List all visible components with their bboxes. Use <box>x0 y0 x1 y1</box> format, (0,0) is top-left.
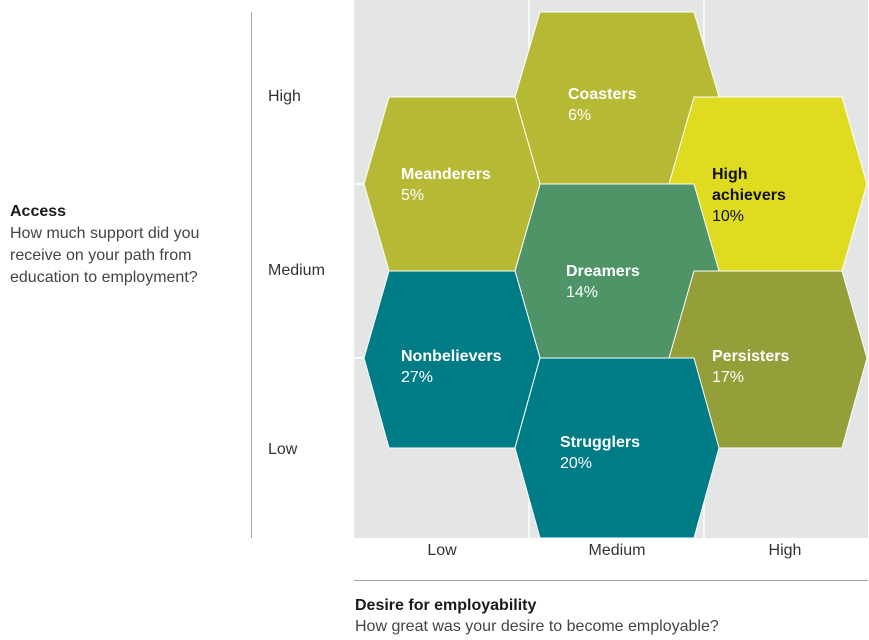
y-tick-medium: Medium <box>268 262 325 279</box>
x-axis-subtitle: How great was your desire to become empl… <box>355 618 719 635</box>
segment-name: Meanderers <box>401 166 491 183</box>
y-axis-rule <box>251 12 252 538</box>
x-tick-low: Low <box>427 542 457 559</box>
segment-name: Dreamers <box>566 263 640 280</box>
segment-label-meanderers: Meanderers 5% <box>401 164 541 206</box>
segment-name: Coasters <box>568 86 637 103</box>
segment-name: Persisters <box>712 348 790 365</box>
segment-percent: 5% <box>401 187 425 204</box>
segment-percent: 10% <box>712 208 745 225</box>
x-axis-title: Desire for employability <box>355 597 537 614</box>
segment-label-persisters: Persisters 17% <box>712 346 852 388</box>
y-tick-low: Low <box>268 441 298 458</box>
segment-label-coasters: Coasters 6% <box>568 84 708 126</box>
y-axis-subtitle: How much support did you receive on your… <box>10 225 200 286</box>
x-axis-title-block: Desire for employability How great was y… <box>355 595 867 637</box>
x-tick-high: High <box>768 542 802 559</box>
segment-label-strugglers: Strugglers 20% <box>560 432 700 474</box>
segment-percent: 17% <box>712 369 745 386</box>
segment-name: High achievers <box>712 166 786 204</box>
segment-label-high-achievers: High achievers 10% <box>712 164 812 227</box>
x-tick-medium: Medium <box>588 542 646 559</box>
hex-strugglers <box>514 357 720 539</box>
segment-percent: 27% <box>401 369 434 386</box>
x-axis-rule <box>354 580 868 581</box>
segment-name: Nonbelievers <box>401 348 502 365</box>
segment-percent: 6% <box>568 107 592 124</box>
segment-percent: 14% <box>566 284 599 301</box>
segment-percent: 20% <box>560 455 593 472</box>
y-axis-title: Access <box>10 203 67 220</box>
y-tick-high: High <box>268 88 301 105</box>
segment-label-nonbelievers: Nonbelievers 27% <box>401 346 541 388</box>
segment-label-dreamers: Dreamers 14% <box>566 261 706 303</box>
y-axis-title-block: Access How much support did you receive … <box>10 201 220 289</box>
segment-name: Strugglers <box>560 434 641 451</box>
